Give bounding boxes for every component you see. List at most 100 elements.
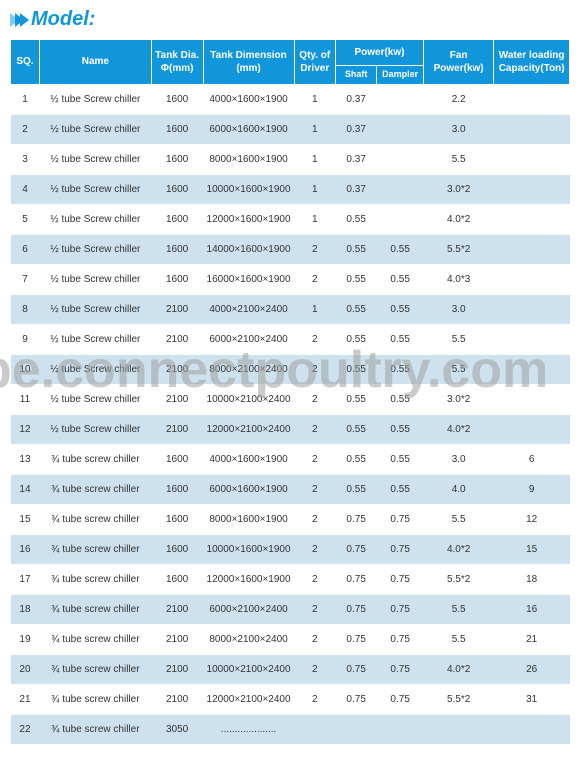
cell-fan: 4.0*2 bbox=[423, 654, 493, 684]
cell-name: ¾ tube screw chiller bbox=[39, 534, 151, 564]
cell-shaft: 0.55 bbox=[335, 234, 376, 264]
cell-qty: 2 bbox=[294, 594, 335, 624]
cell-qty: 1 bbox=[294, 174, 335, 204]
cell-fan: 3.0 bbox=[423, 114, 493, 144]
table-row: 10½ tube Screw chiller21008000×2100×2400… bbox=[11, 354, 570, 384]
cell-dia: 3050 bbox=[151, 714, 203, 744]
cell-cap bbox=[494, 84, 570, 114]
cell-sq: 22 bbox=[11, 714, 40, 744]
table-row: 12½ tube Screw chiller210012000×2100×240… bbox=[11, 414, 570, 444]
cell-dim: 10000×1600×1900 bbox=[203, 174, 294, 204]
cell-name: ¾ tube screw chiller bbox=[39, 594, 151, 624]
cell-cap bbox=[494, 234, 570, 264]
cell-name: ¾ tube screw chiller bbox=[39, 684, 151, 714]
cell-dim: 12000×2100×2400 bbox=[203, 684, 294, 714]
cell-cap: 31 bbox=[494, 684, 570, 714]
cell-fan: 4.0*2 bbox=[423, 534, 493, 564]
th-sq: SQ. bbox=[11, 40, 40, 85]
cell-dim: 8000×1600×1900 bbox=[203, 144, 294, 174]
cell-dim: 6000×1600×1900 bbox=[203, 474, 294, 504]
cell-fan: 5.5 bbox=[423, 594, 493, 624]
cell-fan: 3.0 bbox=[423, 294, 493, 324]
cell-shaft: 0.75 bbox=[335, 684, 376, 714]
cell-damp bbox=[377, 144, 424, 174]
cell-cap bbox=[494, 294, 570, 324]
cell-dia: 1600 bbox=[151, 114, 203, 144]
cell-dia: 2100 bbox=[151, 654, 203, 684]
cell-dia: 1600 bbox=[151, 564, 203, 594]
cell-name: ¾ tube screw chiller bbox=[39, 444, 151, 474]
cell-shaft: 0.37 bbox=[335, 114, 376, 144]
title-row: Model: bbox=[10, 8, 570, 31]
cell-shaft bbox=[335, 714, 376, 744]
cell-name: ½ tube Screw chiller bbox=[39, 234, 151, 264]
cell-fan: 5.5 bbox=[423, 504, 493, 534]
cell-sq: 13 bbox=[11, 444, 40, 474]
cell-dia: 2100 bbox=[151, 414, 203, 444]
cell-fan: 4.0*2 bbox=[423, 204, 493, 234]
cell-shaft: 0.37 bbox=[335, 174, 376, 204]
cell-name: ½ tube Screw chiller bbox=[39, 324, 151, 354]
cell-damp: 0.75 bbox=[377, 654, 424, 684]
cell-cap bbox=[494, 354, 570, 384]
cell-sq: 12 bbox=[11, 414, 40, 444]
cell-dim: 6000×1600×1900 bbox=[203, 114, 294, 144]
cell-dim: 12000×1600×1900 bbox=[203, 564, 294, 594]
cell-sq: 10 bbox=[11, 354, 40, 384]
cell-qty: 2 bbox=[294, 324, 335, 354]
cell-damp: 0.55 bbox=[377, 444, 424, 474]
cell-cap: 9 bbox=[494, 474, 570, 504]
th-shaft: Shaft bbox=[335, 66, 376, 85]
cell-qty: 1 bbox=[294, 114, 335, 144]
cell-fan bbox=[423, 714, 493, 744]
cell-qty: 2 bbox=[294, 414, 335, 444]
table-row: 21¾ tube screw chiller210012000×2100×240… bbox=[11, 684, 570, 714]
cell-cap bbox=[494, 714, 570, 744]
cell-qty: 2 bbox=[294, 624, 335, 654]
cell-fan: 3.0*2 bbox=[423, 384, 493, 414]
cell-sq: 14 bbox=[11, 474, 40, 504]
cell-dia: 1600 bbox=[151, 174, 203, 204]
table-row: 1½ tube Screw chiller16004000×1600×19001… bbox=[11, 84, 570, 114]
cell-damp: 0.55 bbox=[377, 294, 424, 324]
cell-fan: 5.5 bbox=[423, 144, 493, 174]
cell-dia: 2100 bbox=[151, 354, 203, 384]
cell-sq: 17 bbox=[11, 564, 40, 594]
cell-dim: 4000×1600×1900 bbox=[203, 444, 294, 474]
cell-name: ¾ tube screw chiller bbox=[39, 654, 151, 684]
cell-dim: 4000×1600×1900 bbox=[203, 84, 294, 114]
cell-damp: 0.75 bbox=[377, 624, 424, 654]
cell-shaft: 0.55 bbox=[335, 354, 376, 384]
cell-damp: 0.75 bbox=[377, 534, 424, 564]
cell-shaft: 0.55 bbox=[335, 474, 376, 504]
cell-shaft: 0.55 bbox=[335, 294, 376, 324]
cell-dia: 1600 bbox=[151, 264, 203, 294]
cell-name: ½ tube Screw chiller bbox=[39, 204, 151, 234]
cell-sq: 7 bbox=[11, 264, 40, 294]
cell-qty bbox=[294, 714, 335, 744]
cell-fan: 4.0*3 bbox=[423, 264, 493, 294]
cell-dim: 8000×2100×2400 bbox=[203, 624, 294, 654]
cell-dim: 12000×2100×2400 bbox=[203, 414, 294, 444]
cell-fan: 5.5*2 bbox=[423, 684, 493, 714]
cell-damp bbox=[377, 174, 424, 204]
cell-cap bbox=[494, 174, 570, 204]
cell-damp: 0.55 bbox=[377, 324, 424, 354]
cell-shaft: 0.75 bbox=[335, 504, 376, 534]
cell-dia: 1600 bbox=[151, 84, 203, 114]
cell-dim: 16000×1600×1900 bbox=[203, 264, 294, 294]
cell-sq: 4 bbox=[11, 174, 40, 204]
cell-cap: 18 bbox=[494, 564, 570, 594]
table-row: 22¾ tube screw chiller3050..............… bbox=[11, 714, 570, 744]
cell-name: ¾ tube screw chiller bbox=[39, 714, 151, 744]
cell-name: ½ tube Screw chiller bbox=[39, 84, 151, 114]
cell-qty: 2 bbox=[294, 354, 335, 384]
cell-shaft: 0.55 bbox=[335, 444, 376, 474]
cell-cap bbox=[494, 114, 570, 144]
cell-sq: 21 bbox=[11, 684, 40, 714]
model-table: SQ. Name Tank Dia. Φ(mm) Tank Dimension … bbox=[10, 39, 570, 745]
cell-fan: 5.5 bbox=[423, 324, 493, 354]
cell-sq: 6 bbox=[11, 234, 40, 264]
cell-shaft: 0.55 bbox=[335, 384, 376, 414]
cell-cap: 12 bbox=[494, 504, 570, 534]
